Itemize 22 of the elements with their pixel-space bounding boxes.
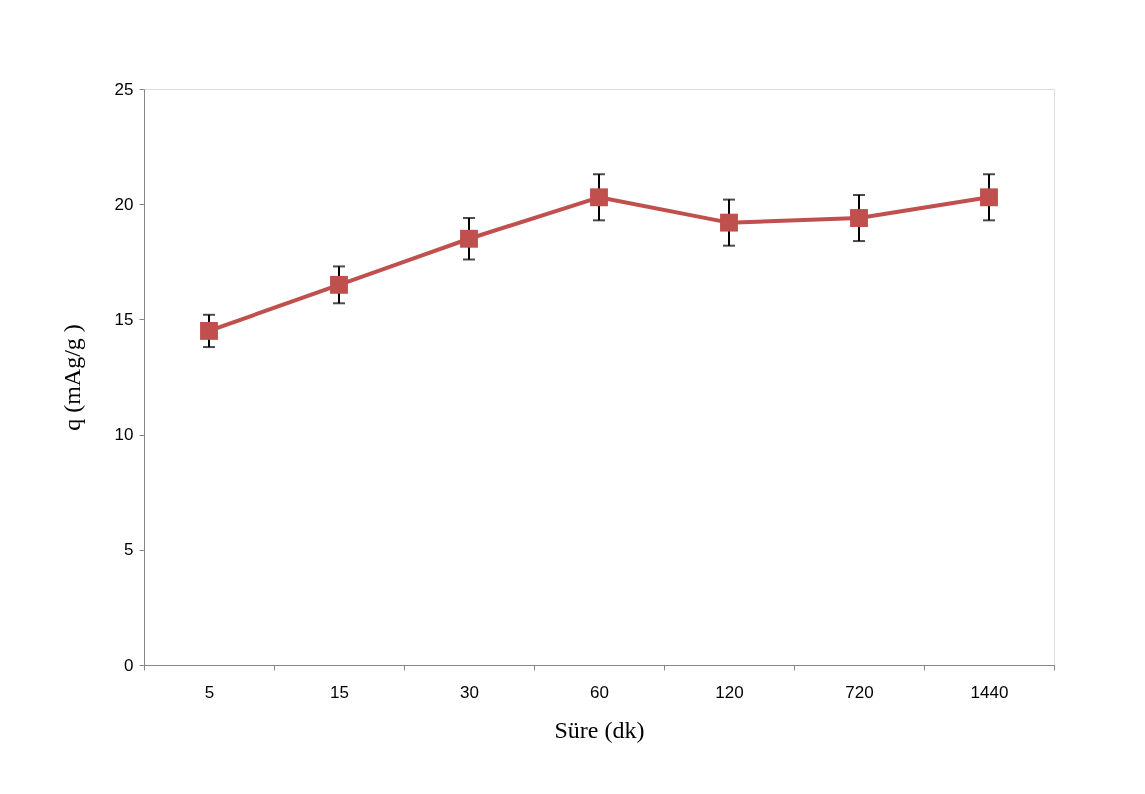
- point: [200, 321, 218, 340]
- x-axis-title: Süre (dk): [554, 716, 645, 743]
- point: [720, 213, 738, 232]
- x-tick-label: 15: [330, 682, 349, 702]
- x-tick-label: 60: [590, 682, 609, 702]
- y-tick-label: 10: [114, 425, 134, 445]
- y-tick-label: 15: [114, 309, 134, 329]
- x-tick-label: 1440: [970, 682, 1009, 702]
- point: [850, 209, 868, 227]
- y-tick-label: 5: [124, 540, 134, 560]
- x-tick-label: 5: [204, 682, 215, 702]
- y-axis-title: q (mAg/g ): [58, 324, 85, 431]
- point: [590, 188, 608, 207]
- y-tick-label: 20: [114, 194, 134, 214]
- x-tick-label: 120: [715, 682, 744, 702]
- point: [980, 188, 998, 207]
- y-tick-label: 25: [114, 79, 134, 99]
- x-tick-label: 720: [845, 682, 874, 702]
- point: [460, 229, 478, 248]
- point: [330, 275, 348, 294]
- x-tick-label: 30: [460, 682, 479, 702]
- y-tick-label: 0: [124, 655, 134, 675]
